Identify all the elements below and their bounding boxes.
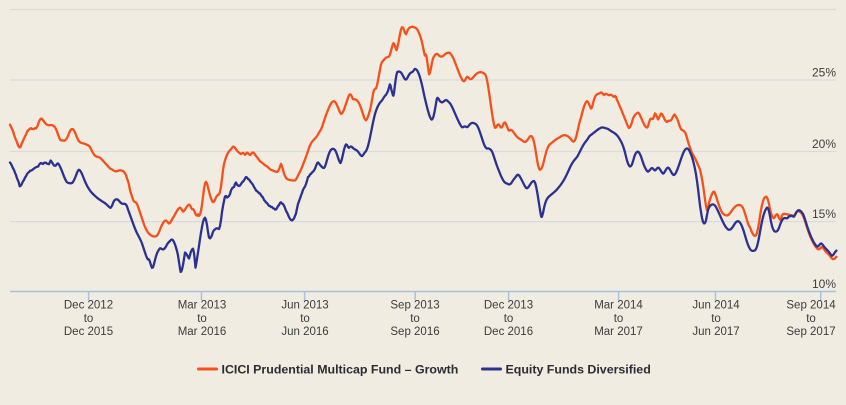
svg-text:Equity Funds Diversified: Equity Funds Diversified	[506, 363, 651, 377]
svg-text:Jun 2017: Jun 2017	[692, 326, 739, 338]
svg-text:Jun 2014: Jun 2014	[692, 300, 740, 312]
svg-text:Dec 2015: Dec 2015	[64, 326, 113, 338]
svg-text:Dec 2016: Dec 2016	[484, 326, 533, 338]
svg-text:to: to	[504, 313, 514, 325]
svg-text:20%: 20%	[812, 137, 836, 151]
svg-text:Sep 2017: Sep 2017	[786, 326, 835, 338]
svg-text:Mar 2014: Mar 2014	[594, 300, 643, 312]
svg-text:Mar 2016: Mar 2016	[178, 326, 227, 338]
svg-text:25%: 25%	[812, 66, 836, 80]
svg-text:Sep 2014: Sep 2014	[786, 300, 836, 312]
svg-text:to: to	[806, 313, 816, 325]
svg-text:to: to	[410, 313, 420, 325]
svg-text:to: to	[84, 313, 94, 325]
svg-text:Sep 2013: Sep 2013	[390, 300, 439, 312]
svg-text:Sep 2016: Sep 2016	[390, 326, 439, 338]
svg-text:ICICI Prudential Multicap Fund: ICICI Prudential Multicap Fund – Growth	[222, 363, 459, 377]
svg-text:15%: 15%	[812, 207, 836, 221]
svg-text:Mar 2013: Mar 2013	[178, 300, 227, 312]
svg-text:Dec 2013: Dec 2013	[484, 300, 533, 312]
svg-text:Mar 2017: Mar 2017	[594, 326, 643, 338]
svg-text:to: to	[711, 313, 721, 325]
svg-text:to: to	[614, 313, 624, 325]
svg-text:Jun 2016: Jun 2016	[281, 326, 328, 338]
svg-text:Jun 2013: Jun 2013	[281, 300, 328, 312]
svg-text:Dec 2012: Dec 2012	[64, 300, 113, 312]
svg-text:10%: 10%	[812, 277, 836, 291]
svg-text:to: to	[300, 313, 310, 325]
svg-text:to: to	[197, 313, 207, 325]
